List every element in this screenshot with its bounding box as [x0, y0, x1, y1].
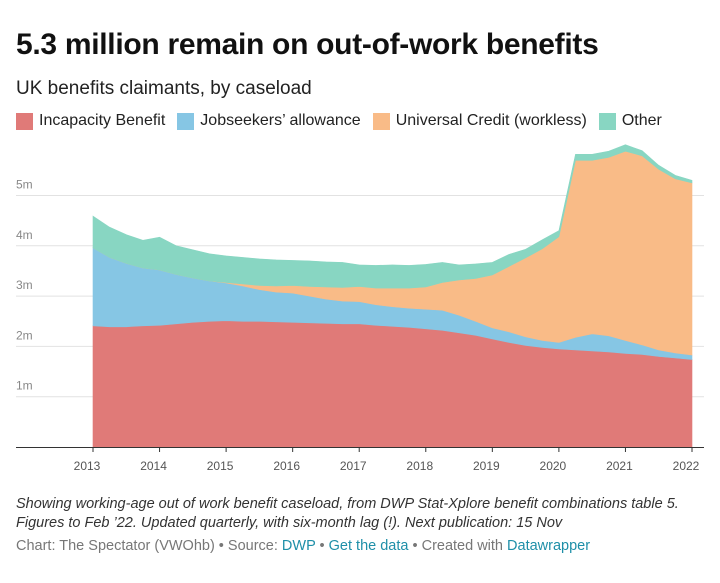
legend-item-incapacity: Incapacity Benefit: [16, 112, 165, 130]
chart-notes: Showing working-age out of work benefit …: [16, 496, 679, 531]
footer-separator: •: [214, 538, 228, 554]
legend-label-incapacity: Incapacity Benefit: [39, 112, 166, 129]
footer-separator: •: [315, 538, 329, 554]
y-tick-label: 4m: [16, 228, 33, 242]
footer-created-with: Created with: [421, 538, 508, 554]
x-tick-label: 2014: [140, 459, 167, 473]
legend-label-universal-credit: Universal Credit (workless): [395, 112, 587, 129]
legend-swatch-other: [598, 112, 616, 130]
x-tick-label: 2018: [406, 459, 433, 473]
y-tick-label: 1m: [16, 379, 33, 393]
legend-item-universal-credit: Universal Credit (workless): [372, 112, 587, 130]
y-tick-label: 2m: [16, 328, 33, 342]
x-tick-label: 2020: [540, 459, 567, 473]
x-tick-label: 2015: [207, 459, 234, 473]
chart-footer: Chart: The Spectator (VWOhb) • Source: D…: [16, 538, 590, 554]
legend: Incapacity Benefit Jobseekers’ allowance…: [16, 112, 674, 130]
footer-chart-credit: Chart: The Spectator (VWOhb): [16, 538, 215, 554]
legend-swatch-universal-credit: [372, 112, 390, 130]
stacked-areas: [92, 144, 693, 448]
x-tick-label: 2017: [340, 459, 367, 473]
x-tick-label: 2013: [74, 459, 101, 473]
legend-label-other: Other: [621, 112, 662, 129]
source-link[interactable]: DWP: [281, 538, 316, 554]
x-tick-label: 2022: [673, 459, 700, 473]
legend-swatch-incapacity: [16, 112, 33, 130]
get-data-link[interactable]: Get the data: [328, 538, 409, 554]
x-tick-label: 2016: [273, 459, 300, 473]
chart-title: 5.3 million remain on out-of-work benefi…: [16, 28, 599, 61]
legend-item-other: Other: [598, 112, 662, 130]
footer-source-label: Source:: [227, 538, 282, 554]
footer-separator: •: [408, 538, 422, 554]
y-tick-label: 5m: [16, 178, 33, 192]
axes: 2013 2014 2015 2016 2017 2018 2019 2020 2021 2022: [16, 447, 704, 473]
legend-swatch-jobseekers: [177, 112, 195, 130]
datawrapper-link[interactable]: Datawrapper: [507, 538, 591, 554]
x-tick-label: 2019: [473, 459, 500, 473]
legend-label-jobseekers: Jobseekers’ allowance: [200, 112, 361, 129]
y-tick-label: 3m: [16, 278, 33, 292]
x-tick-label: 2021: [606, 459, 633, 473]
area-other: [92, 144, 693, 289]
legend-item-jobseekers: Jobseekers’ allowance: [177, 112, 361, 130]
chart-subtitle: UK benefits claimants, by caseload: [16, 78, 312, 99]
